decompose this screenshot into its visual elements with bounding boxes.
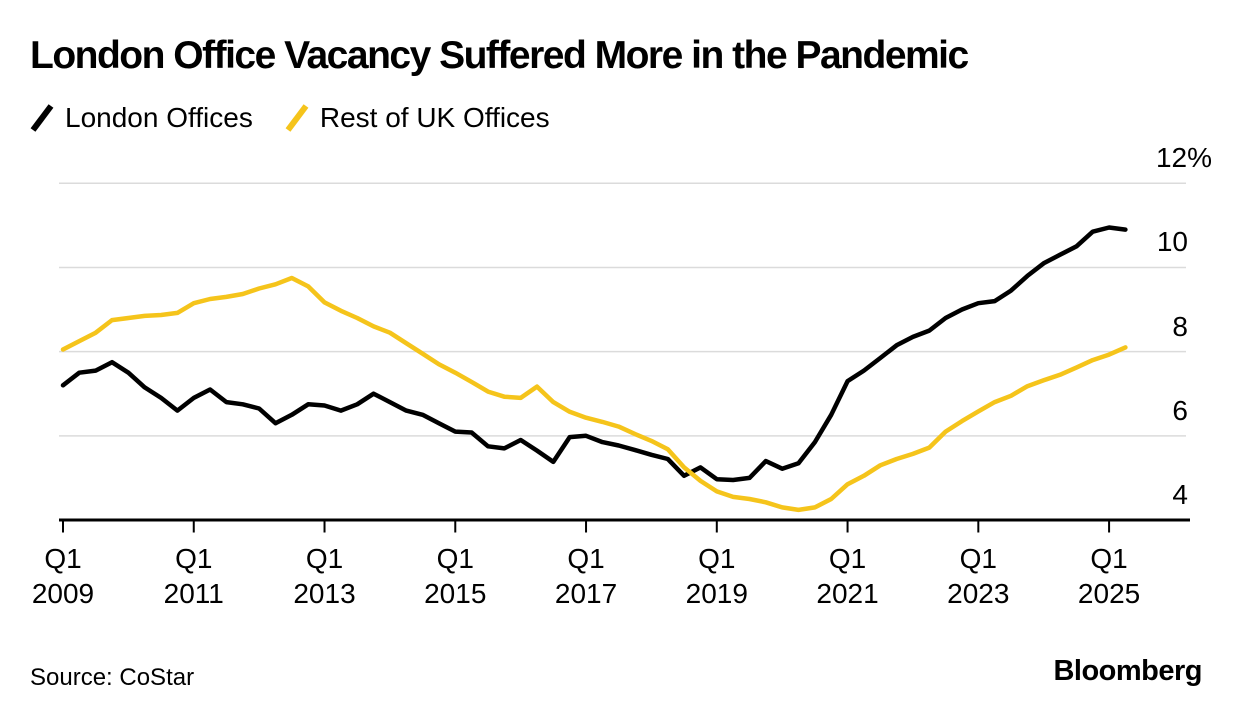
x-axis-label-2023: Q1 2023 [947, 543, 1010, 609]
legend-label-rest-of-uk-offices: Rest of UK Offices [319, 102, 550, 133]
page-title: London Office Vacancy Suffered More in t… [30, 34, 969, 77]
legend-item-rest-of-uk-offices: Rest of UK Offices [285, 102, 550, 134]
legend-label-london-offices: London Offices [65, 102, 253, 133]
x-axis-label-2009: Q1 2009 [31, 543, 95, 609]
y-axis-label-4: 4 [1172, 479, 1188, 510]
bloomberg-logo: Bloomberg [1053, 655, 1202, 687]
x-axis-label-2015: Q1 2015 [424, 543, 487, 609]
legend-item-london-offices: London Offices [30, 102, 253, 134]
y-axis-label-10: 10 [1156, 226, 1188, 258]
y-axis-label-12: 12% [1155, 142, 1212, 174]
rest-of-uk-offices-slash-icon [285, 104, 309, 132]
x-axis-label-2025: Q1 2025 [1077, 543, 1141, 609]
london-offices-slash-icon [30, 104, 54, 132]
legend: London Offices Rest of UK Offices [30, 102, 550, 134]
source-note: Source: CoStar [30, 664, 195, 691]
x-axis-label-2021: Q1 2021 [816, 543, 879, 609]
london-offices-line [60, 225, 1128, 483]
x-axis-label-2011: Q1 2011 [163, 543, 224, 609]
y-axis-label-8: 8 [1172, 310, 1188, 342]
rest-of-uk-offices-line [60, 275, 1128, 513]
x-axis-label-2013: Q1 2013 [293, 543, 356, 609]
x-axis-label-2017: Q1 2017 [554, 543, 618, 609]
x-axis-label-2019: Q1 2019 [685, 543, 748, 609]
y-axis-label-6: 6 [1172, 394, 1188, 426]
